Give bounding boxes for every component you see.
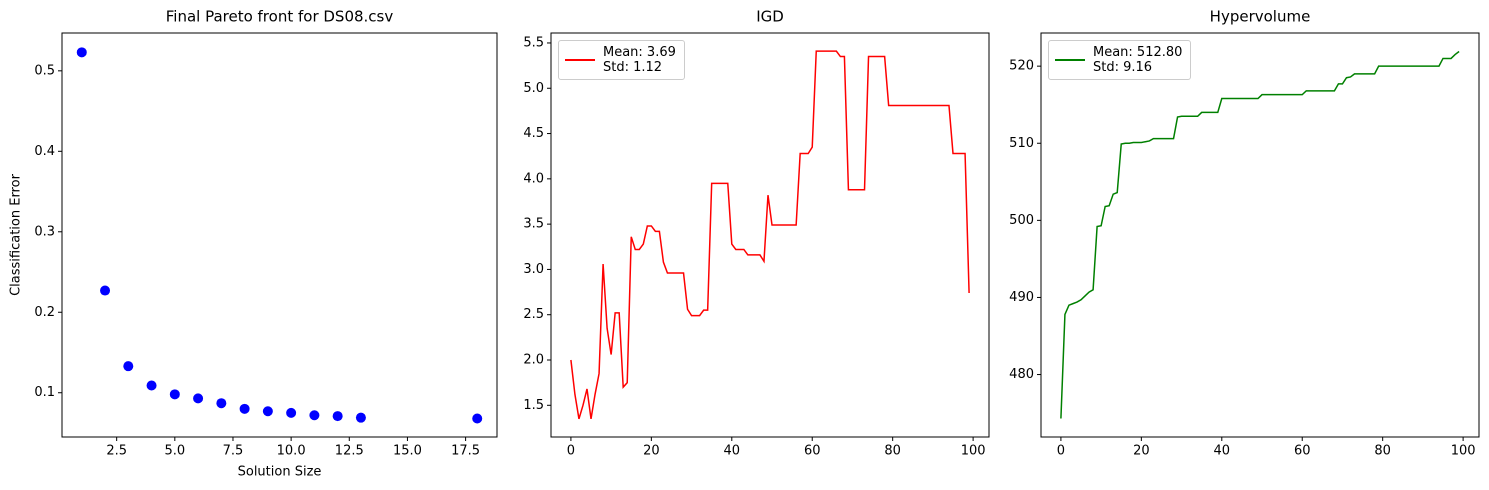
legend-swatch [1055,59,1085,61]
y-tick-label: 4.0 [523,171,544,186]
y-axis-label: Classification Error [9,173,24,295]
y-tick-label: 0.2 [34,305,55,320]
x-tick-label: 100 [1451,444,1476,459]
axes-frame [1040,32,1480,438]
legend-swatch [565,59,595,61]
y-tick-label: 510 [1009,136,1034,151]
x-tick-label: 60 [804,444,821,459]
line [1060,50,1460,419]
y-tick-label: 0.5 [34,63,55,78]
point [309,410,320,421]
y-tick-label: 480 [1009,367,1034,382]
y-tick-label: 3.0 [523,262,544,277]
x-axis-label: Solution Size [238,465,322,480]
chart-title: Final Pareto front for DS08.csv [166,8,394,26]
x-tick-label: 12.5 [335,444,364,459]
y-tick-label: 520 [1009,59,1034,74]
y-tick-label: 490 [1009,290,1034,305]
x-tick-label: 15.0 [393,444,422,459]
legend: Mean: 512.80 Std: 9.16 [1048,40,1192,80]
point [239,403,250,414]
x-tick-label: 20 [643,444,660,459]
y-tick-label: 0.4 [34,144,55,159]
x-tick-label: 5.0 [164,444,185,459]
x-tick-label: 10.0 [277,444,306,459]
x-tick-label: 80 [884,444,901,459]
point [262,406,273,417]
chart-title: IGD [756,8,784,26]
x-tick-label: 40 [1214,444,1231,459]
axes-frame [61,32,498,438]
x-tick-label: 7.5 [223,444,244,459]
axes-frame [550,32,990,438]
x-tick-label: 17.5 [451,444,480,459]
y-tick-label: 5.0 [523,81,544,96]
x-tick-label: 40 [724,444,741,459]
y-tick-label: 2.0 [523,353,544,368]
point [216,398,227,409]
y-tick-label: 500 [1009,213,1034,228]
point [332,411,343,422]
point [286,407,297,418]
x-tick-label: 0 [567,444,575,459]
point [472,413,483,424]
point [76,47,87,58]
y-tick-label: 5.5 [523,35,544,50]
point [146,380,157,391]
y-tick-label: 2.5 [523,307,544,322]
y-tick-label: 0.3 [34,224,55,239]
x-tick-label: 20 [1133,444,1150,459]
legend: Mean: 3.69 Std: 1.12 [558,40,685,80]
x-tick-label: 0 [1057,444,1065,459]
y-tick-label: 4.5 [523,126,544,141]
y-tick-label: 0.1 [34,385,55,400]
point [193,393,204,404]
x-tick-label: 2.5 [106,444,127,459]
y-tick-label: 1.5 [523,398,544,413]
point [169,389,180,400]
x-tick-label: 60 [1294,444,1311,459]
point [123,361,134,372]
line [570,50,970,420]
x-tick-label: 100 [961,444,986,459]
point [100,285,111,296]
legend-label: Mean: 512.80 Std: 9.16 [1093,45,1183,75]
point [355,412,366,423]
y-tick-label: 3.5 [523,217,544,232]
x-tick-label: 80 [1374,444,1391,459]
legend-label: Mean: 3.69 Std: 1.12 [603,45,676,75]
chart-title: Hypervolume [1210,8,1311,26]
